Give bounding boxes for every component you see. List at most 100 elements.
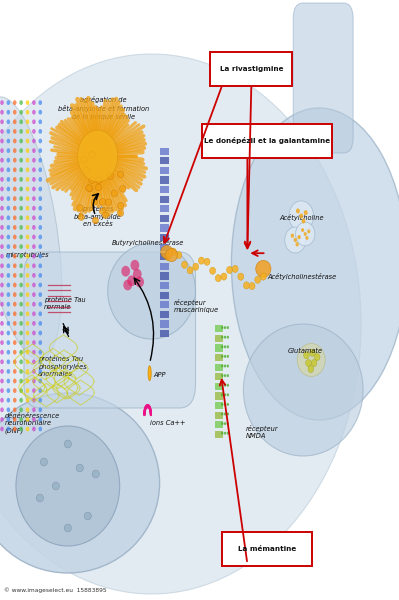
Ellipse shape [19,158,23,163]
Ellipse shape [13,407,16,412]
Ellipse shape [0,379,4,383]
Text: © www.imageselect.eu  15883895: © www.imageselect.eu 15883895 [4,587,107,593]
Ellipse shape [38,100,42,105]
Ellipse shape [0,369,4,374]
Ellipse shape [32,235,36,239]
Ellipse shape [304,352,309,359]
Ellipse shape [148,365,151,380]
Ellipse shape [83,167,90,174]
Ellipse shape [227,422,229,425]
Text: récepteur
NMDA: récepteur NMDA [245,425,278,439]
Ellipse shape [0,235,4,239]
Ellipse shape [121,266,130,277]
Ellipse shape [26,158,30,163]
Ellipse shape [19,407,23,412]
Ellipse shape [32,167,36,172]
Ellipse shape [0,110,4,115]
Bar [160,253,169,260]
Ellipse shape [38,340,42,345]
Ellipse shape [13,167,16,172]
Ellipse shape [224,413,226,415]
Ellipse shape [13,158,16,163]
Ellipse shape [19,206,23,211]
Ellipse shape [26,398,30,403]
Ellipse shape [32,273,36,278]
Ellipse shape [38,417,42,422]
Ellipse shape [0,388,4,393]
Ellipse shape [38,273,42,278]
Ellipse shape [304,210,308,215]
Ellipse shape [0,340,4,345]
Ellipse shape [7,369,10,374]
Ellipse shape [26,359,30,364]
Ellipse shape [224,394,226,396]
Ellipse shape [0,100,4,105]
Ellipse shape [0,263,4,268]
Ellipse shape [221,326,223,329]
Ellipse shape [7,244,10,249]
Ellipse shape [7,187,10,191]
Ellipse shape [13,321,16,326]
Ellipse shape [224,432,226,434]
Text: protéines Tau
phosphorylées
anormales: protéines Tau phosphorylées anormales [38,355,87,377]
Ellipse shape [32,388,36,393]
Ellipse shape [13,263,16,268]
Ellipse shape [26,417,30,422]
Ellipse shape [297,343,325,377]
Ellipse shape [7,398,10,403]
Ellipse shape [38,350,42,355]
Ellipse shape [166,248,178,262]
Ellipse shape [26,340,30,345]
Ellipse shape [227,384,229,386]
Bar [215,383,223,390]
Ellipse shape [13,100,16,105]
Ellipse shape [19,235,23,239]
Ellipse shape [13,119,16,124]
Ellipse shape [133,269,142,280]
Ellipse shape [7,350,10,355]
Ellipse shape [221,374,223,377]
Ellipse shape [32,417,36,422]
Ellipse shape [0,129,4,134]
Ellipse shape [32,100,36,105]
Ellipse shape [38,235,42,239]
Ellipse shape [26,139,30,143]
Ellipse shape [7,407,10,412]
Ellipse shape [32,206,36,211]
Bar [215,364,223,371]
Ellipse shape [19,417,23,422]
Ellipse shape [13,254,16,259]
Ellipse shape [227,374,229,377]
Ellipse shape [81,156,87,163]
Ellipse shape [7,100,10,105]
Ellipse shape [215,275,221,282]
Ellipse shape [19,196,23,201]
Ellipse shape [19,311,23,316]
Ellipse shape [127,275,136,286]
Ellipse shape [19,187,23,191]
Ellipse shape [227,355,229,358]
FancyBboxPatch shape [293,3,353,153]
Ellipse shape [304,232,307,236]
Ellipse shape [130,260,139,271]
FancyBboxPatch shape [24,252,196,408]
Text: Acétylcholine: Acétylcholine [279,214,324,221]
Ellipse shape [255,276,261,283]
Ellipse shape [13,292,16,297]
Ellipse shape [38,331,42,335]
Bar [215,431,223,438]
Bar [160,330,169,337]
Bar [160,176,169,184]
Ellipse shape [38,177,42,182]
Ellipse shape [0,54,361,594]
Ellipse shape [231,108,399,420]
Bar [160,311,169,318]
Ellipse shape [19,379,23,383]
Ellipse shape [221,384,223,386]
Ellipse shape [19,340,23,345]
Ellipse shape [227,403,229,406]
Bar [215,335,223,342]
Ellipse shape [7,235,10,239]
Ellipse shape [111,190,118,197]
Ellipse shape [32,427,36,431]
